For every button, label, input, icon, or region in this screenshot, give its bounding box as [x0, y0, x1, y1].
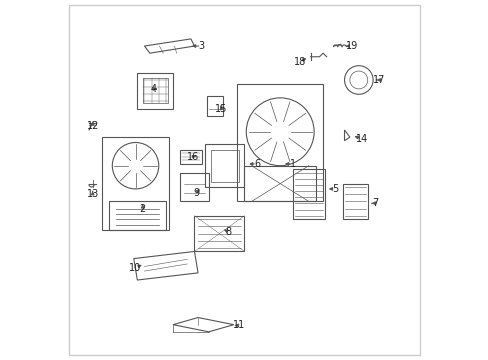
Text: 9: 9	[193, 188, 199, 198]
Text: 1: 1	[289, 159, 295, 169]
Text: 6: 6	[253, 159, 260, 169]
Text: 4: 4	[150, 84, 156, 94]
Text: 19: 19	[345, 41, 357, 51]
Text: 7: 7	[371, 198, 377, 208]
Text: 10: 10	[129, 262, 142, 273]
Text: 2: 2	[139, 203, 145, 213]
Text: 14: 14	[356, 134, 368, 144]
Text: 18: 18	[293, 57, 305, 67]
Text: 12: 12	[86, 121, 99, 131]
Text: 3: 3	[198, 41, 204, 51]
Text: 13: 13	[86, 189, 99, 199]
Text: 16: 16	[186, 152, 199, 162]
Text: 5: 5	[332, 184, 338, 194]
Text: 17: 17	[372, 75, 385, 85]
Text: 8: 8	[225, 227, 231, 237]
Text: 15: 15	[215, 104, 227, 113]
Text: 11: 11	[233, 320, 245, 330]
